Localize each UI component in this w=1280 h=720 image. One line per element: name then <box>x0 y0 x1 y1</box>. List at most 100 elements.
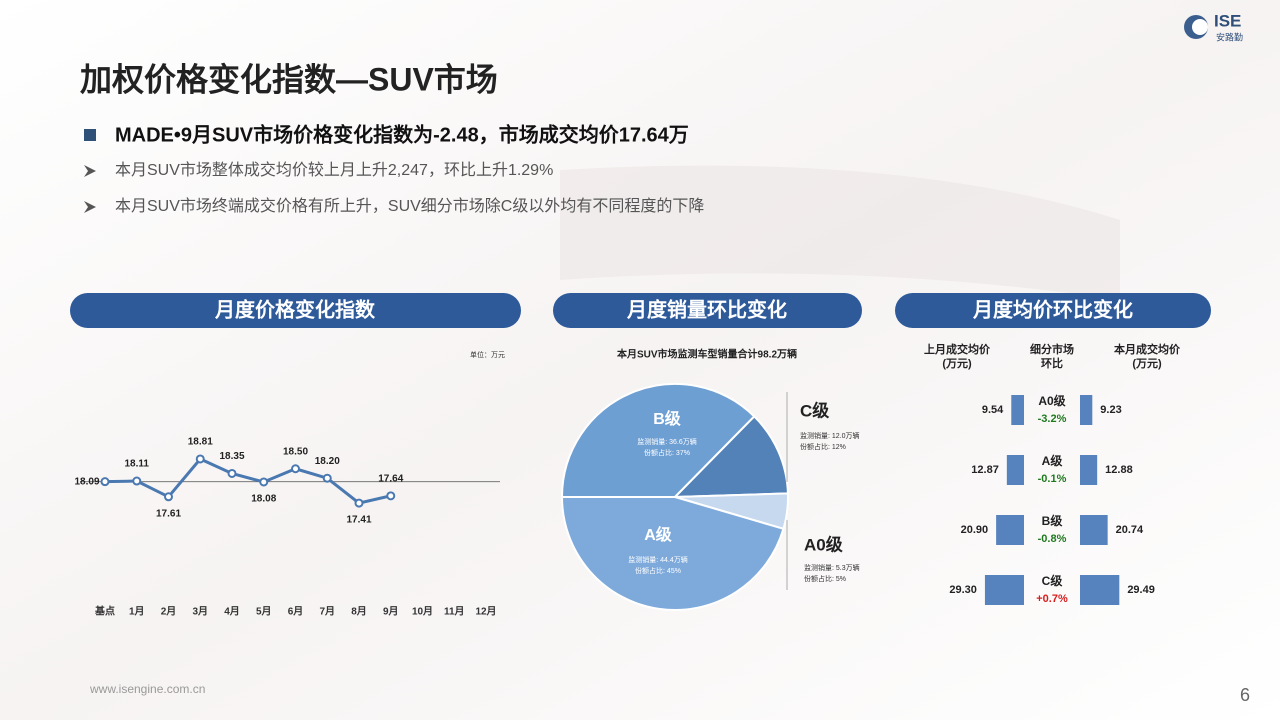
data-point <box>354 498 364 508</box>
data-label: 18.20 <box>315 456 340 467</box>
category-label: B级 <box>1042 513 1063 528</box>
x-tick-label: 1月 <box>129 606 145 618</box>
data-label: 17.61 <box>156 508 181 519</box>
data-point <box>227 468 237 478</box>
slice-label: C级 <box>800 400 829 420</box>
data-point <box>100 477 110 487</box>
bar-label: 12.87 <box>971 464 999 476</box>
x-tick-label: 4月 <box>224 606 240 618</box>
pie-slice <box>672 415 789 499</box>
bar-left <box>996 515 1024 545</box>
data-point <box>195 454 205 464</box>
column-header: 细分市场 <box>1030 342 1074 356</box>
slice-share: 份额占比: 12% <box>800 442 846 451</box>
category-label: A0级 <box>1038 393 1065 408</box>
column-header: (万元) <box>942 357 972 370</box>
data-label: 18.08 <box>251 494 276 505</box>
background-decoration <box>560 165 1120 300</box>
section-header <box>553 293 862 328</box>
bar-label: 29.49 <box>1127 584 1155 596</box>
data-point <box>164 492 173 502</box>
slice-label: A级 <box>644 525 673 544</box>
bullet-text: 本月SUV市场终端成交价格有所上升，SUV细分市场除C级以外均有不同程度的下降 <box>115 197 704 215</box>
change-label: +0.7% <box>1036 593 1068 605</box>
data-label: 18.11 <box>125 459 150 470</box>
x-tick-label: 3月 <box>192 606 208 618</box>
chart-title: 月度均价环比变化 <box>972 297 1133 321</box>
data-point <box>386 491 396 501</box>
slice-sales: 监测销量: 44.4万辆 <box>628 555 688 564</box>
logo-text: ISE <box>1214 11 1241 30</box>
slice-sales: 监测销量: 12.0万辆 <box>800 431 860 440</box>
slice-share: 份额占比: 37% <box>644 448 690 457</box>
bullet-arrow <box>84 165 96 177</box>
data-label: 18.35 <box>219 451 244 462</box>
page-number: 6 <box>1240 685 1250 705</box>
slice-label: A0级 <box>804 534 843 554</box>
data-label: 18.50 <box>283 446 308 457</box>
section-header <box>895 293 1211 328</box>
column-header: 本月成交均价 <box>1114 342 1181 356</box>
x-tick-label: 9月 <box>383 606 399 618</box>
logo-mark <box>1192 19 1208 35</box>
data-label: 17.64 <box>378 473 403 484</box>
x-tick-label: 8月 <box>351 606 367 618</box>
bar-label: 9.54 <box>982 404 1004 416</box>
category-label: A级 <box>1042 453 1063 468</box>
slice-label: B级 <box>653 409 682 428</box>
pie-slice <box>560 496 785 611</box>
unit-label: 单位：万元 <box>470 350 505 359</box>
change-label: -0.8% <box>1038 533 1067 545</box>
x-tick-label: 11月 <box>444 606 465 618</box>
slice-sales: 监测销量: 36.6万辆 <box>637 437 697 446</box>
footer-url: www.isengine.com.cn <box>89 682 205 696</box>
column-header: (万元) <box>1132 357 1162 370</box>
data-label: 18.09 <box>74 476 99 487</box>
data-label: 17.41 <box>346 515 371 526</box>
section-header <box>70 293 521 328</box>
data-label: 18.81 <box>188 437 213 448</box>
bar-right <box>1080 515 1108 545</box>
change-label: -0.1% <box>1038 473 1067 485</box>
change-label: -3.2% <box>1038 413 1067 425</box>
x-tick-label: 12月 <box>475 606 496 618</box>
column-header: 上月成交均价 <box>924 342 991 356</box>
x-tick-label: 7月 <box>319 606 335 618</box>
bar-right <box>1080 395 1093 425</box>
x-tick-label: 10月 <box>412 606 433 618</box>
category-label: C级 <box>1042 573 1063 588</box>
x-tick-label: 6月 <box>288 606 304 618</box>
bar-right <box>1080 575 1120 605</box>
data-point <box>132 476 142 486</box>
bar-label: 29.30 <box>949 584 977 596</box>
bar-right <box>1080 455 1098 485</box>
bullet-arrow <box>84 201 96 213</box>
data-point <box>322 473 332 483</box>
pie-slice <box>560 383 756 498</box>
data-point <box>291 464 300 474</box>
slice-sales: 监测销量: 5.3万辆 <box>804 563 860 572</box>
bar-label: 12.88 <box>1105 464 1133 476</box>
data-point <box>259 477 269 487</box>
chart-title: 月度销量环比变化 <box>626 297 787 321</box>
x-tick-label: 2月 <box>161 606 177 618</box>
headline: MADE•9月SUV市场价格变化指数为-2.48，市场成交均价17.64万 <box>115 122 689 146</box>
x-tick-label: 基点 <box>94 605 115 618</box>
bar-left <box>984 575 1024 605</box>
bar-left <box>1011 395 1024 425</box>
slice-share: 份额占比: 5% <box>804 574 846 583</box>
bullet-square <box>84 129 96 141</box>
line-series <box>104 457 392 505</box>
column-header: 环比 <box>1041 356 1063 370</box>
bullet-text: 本月SUV市场整体成交均价较上月上升2,247，环比上升1.29% <box>115 161 553 179</box>
bar-label: 9.23 <box>1100 404 1121 416</box>
bar-label: 20.90 <box>961 524 989 536</box>
chart-title: 月度价格变化指数 <box>214 297 376 321</box>
logo-subtext: 安路勤 <box>1216 31 1243 42</box>
chart-subtitle: 本月SUV市场监测车型销量合计98.2万辆 <box>617 348 797 361</box>
slice-share: 份额占比: 45% <box>635 566 681 575</box>
bar-label: 20.74 <box>1116 524 1144 536</box>
bar-left <box>1006 455 1024 485</box>
x-tick-label: 5月 <box>256 606 272 618</box>
